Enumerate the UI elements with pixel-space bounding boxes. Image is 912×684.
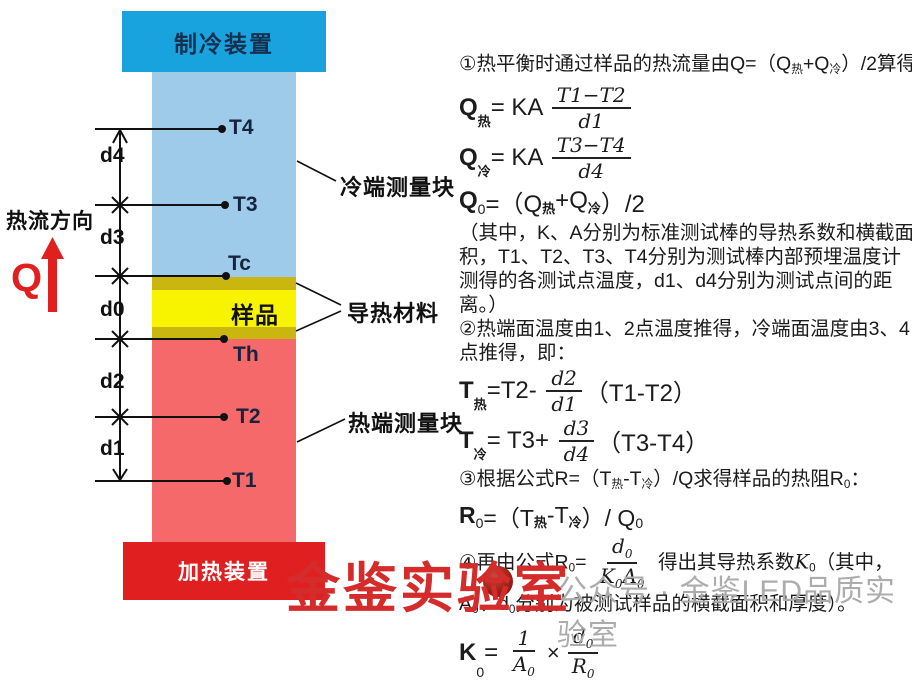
dim-label-d3: d3 [100, 226, 125, 249]
fraction: 1 A0 [512, 626, 536, 680]
step3-line: ③根据公式R=（T热-T冷）/Q求得样品的热阻R0： [459, 467, 870, 491]
step2-line: ②热端面温度由1、2点温度推得，冷端面温度由3、4点推得，即： [459, 317, 910, 364]
probe-dots [218, 125, 231, 485]
point-label-t4: T4 [229, 116, 254, 139]
point-label-th: Th [233, 343, 259, 366]
point-label-tc: Tc [228, 252, 251, 275]
dim-label-d2: d2 [100, 370, 125, 393]
sample-band [152, 290, 296, 327]
dimension-and-leader-lines [41, 125, 346, 485]
dim-label-d1: d1 [100, 437, 125, 460]
formula-q-cold: Q 冷 = KA T3−T4 d4 [459, 134, 912, 182]
heat-flow-q-label: Q [11, 256, 43, 300]
heat-flow-arrow-icon [41, 237, 64, 312]
label-pointer-lines [295, 160, 346, 443]
thermal-interface-material-label: 导热材料 [347, 301, 440, 326]
hot-measuring-block [152, 339, 296, 542]
tim-strip-top [152, 277, 296, 290]
cooling-device-label: 制冷装置 [174, 30, 274, 57]
formula-q-hot: Q 热 = KA T1−T2 d1 [459, 84, 912, 132]
formula-t-hot: T 热 =T2- d2 d1 （T1-T2） [459, 365, 697, 416]
point-label-t2: T2 [236, 405, 261, 428]
heating-device-label: 加热装置 [178, 561, 270, 584]
fraction: d0 K0A0 [599, 533, 645, 592]
fraction: d3 d4 [558, 417, 595, 465]
cold-block-label: 冷端测量块 [340, 175, 456, 200]
point-label-t1: T1 [232, 469, 257, 492]
sample-label: 样品 [231, 302, 279, 328]
explanation-column: ①热平衡时通过样品的热流量由Q=（Q热+Q冷）/2算得： Q热= KA T1−T… [459, 52, 912, 684]
formula-q0: Q 0 =（Q 热 +Q 冷）/2 [459, 187, 645, 218]
point-label-t3: T3 [233, 193, 258, 216]
fraction: T1−T2 d1 [551, 84, 631, 132]
formula-t-cold: T 冷 = T3+ d3 d4 （T3-T4） [459, 415, 710, 466]
brand-seal-icon [483, 566, 513, 597]
watermark-brand: 金鉴实验室 [286, 559, 571, 619]
watermark-channel: 公众号 · 金鉴LED品质实验室 [557, 575, 897, 652]
fraction: d2 d1 [546, 367, 582, 415]
cold-measuring-block [152, 72, 296, 277]
cooling-device-box: 制冷装置 [122, 11, 326, 72]
step1-intro-line: ①热平衡时通过样品的热流量由Q=（Q热+Q冷）/2算得： [459, 53, 912, 76]
dim-label-d4: d4 [100, 144, 125, 167]
hot-block-label: 热端测量块 [348, 411, 464, 436]
dim-label-d0: d0 [100, 298, 125, 321]
heating-device-box: 加热装置 [123, 542, 325, 600]
tim-strip-bottom [152, 327, 296, 339]
fraction: T3−T4 d4 [551, 134, 631, 182]
heat-flow-direction-label: 热流方向 [6, 210, 94, 233]
step1-paren-note: （其中，K、A分别为标准测试棒的导热系数和横截面积，T1、T2、T3、T4分别为… [459, 221, 912, 316]
step4-paragraph: ④再由公式R0= d0 K0A0 得出其导热系数K0（其中，A0、d0分别为被测试… [459, 533, 894, 617]
